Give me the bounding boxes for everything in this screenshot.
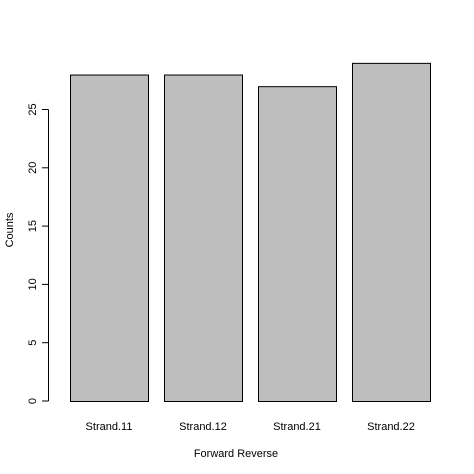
y-tick-label: 10 <box>27 278 39 290</box>
category-label: Strand.21 <box>273 421 321 433</box>
category-label: Strand.11 <box>86 421 133 433</box>
bar-strand-22 <box>352 62 431 403</box>
y-tick-label: 15 <box>27 220 39 232</box>
bars-group <box>70 62 431 403</box>
category-label: Strand.12 <box>179 421 227 433</box>
y-axis: 0 5 10 15 20 25 <box>27 103 49 404</box>
x-axis-title: Forward Reverse <box>194 448 278 460</box>
bar-strand-21 <box>258 86 337 403</box>
y-tick-label: 20 <box>27 162 39 174</box>
category-label: Strand.22 <box>367 421 415 433</box>
y-tick-label: 25 <box>27 103 39 115</box>
x-axis-labels: Strand.11 Strand.12 Strand.21 Strand.22 <box>86 421 415 433</box>
y-tick-label: 5 <box>27 340 39 346</box>
bar-strand-12 <box>164 74 243 403</box>
bar-strand-11 <box>70 74 149 403</box>
y-tick-label: 0 <box>27 398 39 404</box>
y-axis-title: Counts <box>4 212 16 247</box>
